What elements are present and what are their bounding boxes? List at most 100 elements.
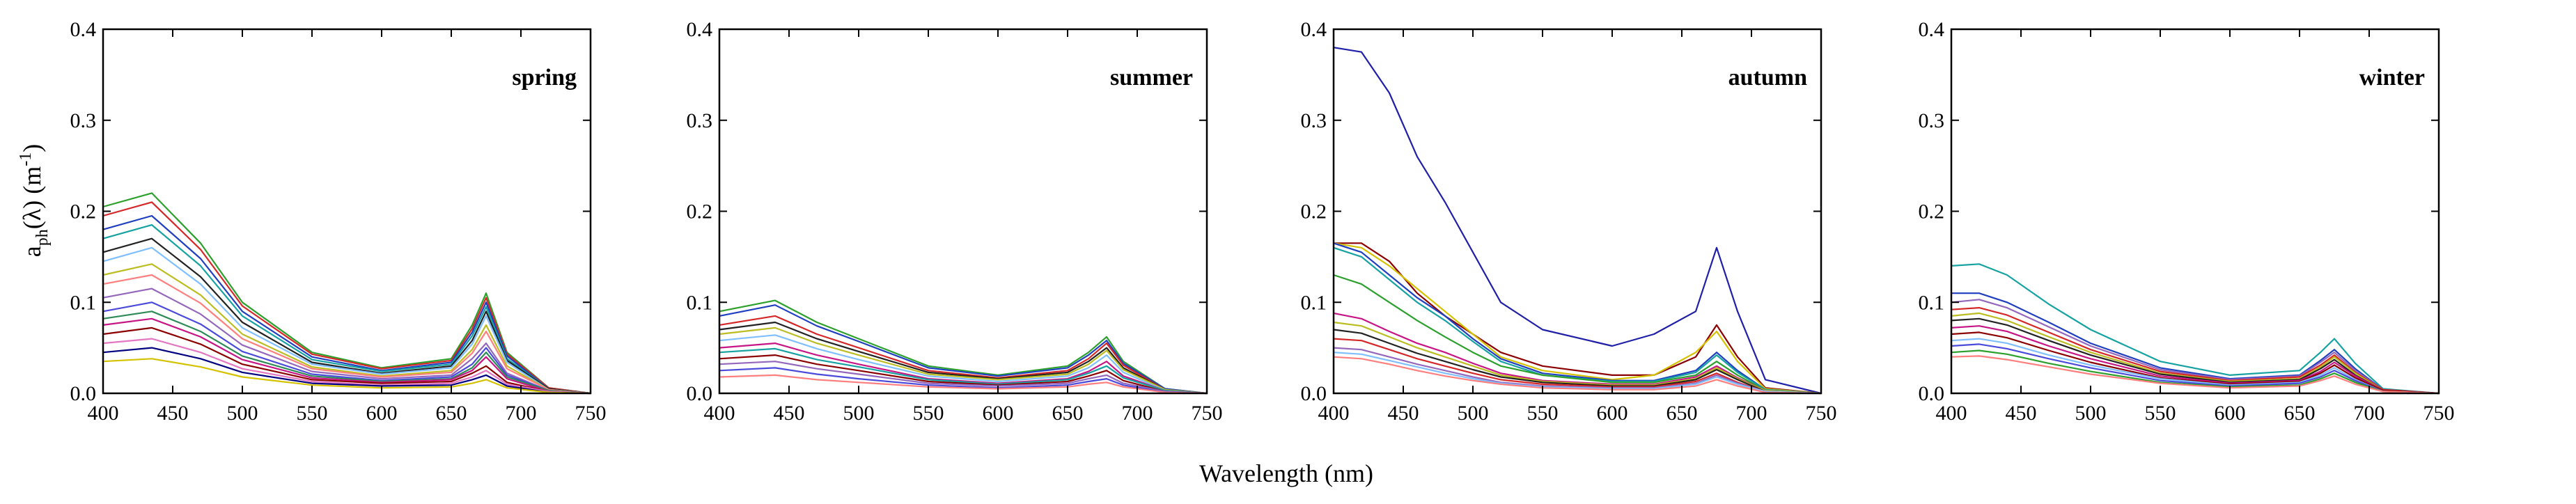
x-tick-label: 500 xyxy=(2075,402,2107,425)
y-tick-label: 0.0 xyxy=(1301,382,1327,405)
y-tick-label: 0.2 xyxy=(687,200,713,223)
series-line-spring-15 xyxy=(102,347,591,395)
y-tick-label: 0.4 xyxy=(1919,18,1945,41)
series-line-spring-9 xyxy=(102,288,591,395)
x-tick-label: 400 xyxy=(1936,402,1967,425)
series-line-autumn-2 xyxy=(1334,242,1822,395)
x-tick-label: 550 xyxy=(913,402,944,425)
y-tick-label: 0.2 xyxy=(1301,200,1327,223)
panel-summer: 400 450 500 550 600 650 700 750 0.0 0.1 0.2 0.3 0.4 s… xyxy=(687,18,1223,425)
series-line-spring-12 xyxy=(102,317,591,395)
series-line-spring-1 xyxy=(102,192,591,395)
x-tick-label: 600 xyxy=(2215,402,2246,425)
x-tick-label: 750 xyxy=(2423,402,2455,425)
x-tick-label: 750 xyxy=(1192,402,1223,425)
y-tick-label: 0.3 xyxy=(70,109,97,132)
series-line-winter-9 xyxy=(1951,338,2440,395)
season-label-spring: spring xyxy=(512,65,577,90)
y-tick-label: 0.3 xyxy=(1919,109,1945,132)
ylabel-main: a xyxy=(18,246,46,257)
series-line-autumn-3 xyxy=(1333,242,1822,395)
ylabel-rest: (λ) (m xyxy=(18,166,46,229)
series-line-winter-7 xyxy=(1951,325,2440,395)
series-line-spring-6 xyxy=(102,246,591,395)
x-tick-label: 450 xyxy=(2006,402,2037,425)
x-tick-label: 650 xyxy=(436,402,467,425)
series-line-autumn-7 xyxy=(1333,312,1822,395)
panels-group: 400 450 500 550 600 650 700 750 0.0 0.1 0.2 0.3 0.4 s… xyxy=(70,18,2455,425)
series-line-summer-5 xyxy=(719,326,1208,395)
x-tick-label: 700 xyxy=(506,402,537,425)
series-line-summer-6 xyxy=(719,334,1208,395)
x-tick-label: 450 xyxy=(1388,402,1419,425)
series-line-autumn-9 xyxy=(1333,329,1822,395)
x-tick-label: 450 xyxy=(157,402,189,425)
x-tick-label: 600 xyxy=(983,402,1014,425)
series-line-winter-1 xyxy=(1951,263,2440,395)
series-line-summer-7 xyxy=(719,342,1208,395)
x-tick-label: 400 xyxy=(88,402,119,425)
y-tick-label: 0.0 xyxy=(1919,382,1945,405)
y-tick-label: 0.0 xyxy=(687,382,713,405)
series-line-summer-1 xyxy=(719,299,1208,395)
series-line-summer-11 xyxy=(719,367,1208,395)
x-tick-label: 550 xyxy=(297,402,328,425)
x-tick-label: 500 xyxy=(227,402,258,425)
series-line-summer-2 xyxy=(719,304,1208,395)
y-tick-label: 0.1 xyxy=(1919,291,1945,314)
panel-autumn: 400 450 500 550 600 650 700 750 0.0 0.1 0.2 0.3 0.4 a… xyxy=(1301,18,1837,425)
x-tick-label: 750 xyxy=(1806,402,1837,425)
ylabel-sub: ph xyxy=(33,229,52,246)
y-tick-label: 0.2 xyxy=(1919,200,1945,223)
y-axis-title: aph(λ) (m-1) xyxy=(17,144,52,257)
season-label-summer: summer xyxy=(1110,65,1193,90)
y-tick-label: 0.4 xyxy=(1301,18,1327,41)
series-line-summer-9 xyxy=(719,354,1208,395)
series-line-summer-12 xyxy=(719,374,1208,395)
x-tick-label: 400 xyxy=(704,402,735,425)
series-line-summer-3 xyxy=(719,315,1208,395)
series-line-summer-10 xyxy=(719,361,1208,395)
series-line-winter-2 xyxy=(1951,292,2440,395)
series-line-spring-14 xyxy=(102,338,591,395)
x-tick-label: 450 xyxy=(774,402,805,425)
x-tick-label: 650 xyxy=(1052,402,1084,425)
x-tick-label: 500 xyxy=(843,402,875,425)
series-line-spring-5 xyxy=(102,237,591,395)
x-tick-label: 650 xyxy=(2284,402,2316,425)
x-tick-label: 550 xyxy=(1527,402,1559,425)
y-tick-label: 0.4 xyxy=(70,18,97,41)
series-line-spring-8 xyxy=(102,274,591,395)
y-tick-label: 0.2 xyxy=(70,200,97,223)
series-line-autumn-4 xyxy=(1333,242,1822,395)
season-label-autumn: autumn xyxy=(1728,65,1807,90)
y-tick-label: 0.1 xyxy=(687,291,713,314)
x-tick-label: 550 xyxy=(2145,402,2176,425)
series-line-summer-8 xyxy=(719,347,1208,395)
x-tick-label: 600 xyxy=(366,402,398,425)
series-line-spring-10 xyxy=(102,301,591,395)
x-tick-label: 700 xyxy=(1736,402,1767,425)
y-tick-label: 0.3 xyxy=(687,109,713,132)
y-tick-label: 0.4 xyxy=(687,18,713,41)
series-line-spring-16 xyxy=(102,358,591,395)
x-axis-title: Wavelength (nm) xyxy=(1199,459,1373,487)
x-tick-label: 600 xyxy=(1597,402,1628,425)
series-line-autumn-6 xyxy=(1333,274,1822,395)
ylabel-close: ) xyxy=(18,144,46,152)
x-tick-label: 650 xyxy=(1666,402,1698,425)
series-line-spring-11 xyxy=(102,310,591,395)
y-tick-label: 0.3 xyxy=(1301,109,1327,132)
series-line-winter-3 xyxy=(1951,299,2440,395)
x-tick-label: 700 xyxy=(1122,402,1153,425)
series-line-autumn-10 xyxy=(1333,338,1822,395)
y-tick-label: 0.1 xyxy=(1301,291,1327,314)
ylabel-sup: -1 xyxy=(17,152,35,166)
y-tick-label: 0.1 xyxy=(70,291,97,314)
x-tick-label: 400 xyxy=(1318,402,1350,425)
series-line-spring-2 xyxy=(102,201,591,395)
series-line-winter-5 xyxy=(1951,312,2440,395)
series-line-spring-3 xyxy=(102,214,591,395)
x-tick-label: 750 xyxy=(575,402,607,425)
